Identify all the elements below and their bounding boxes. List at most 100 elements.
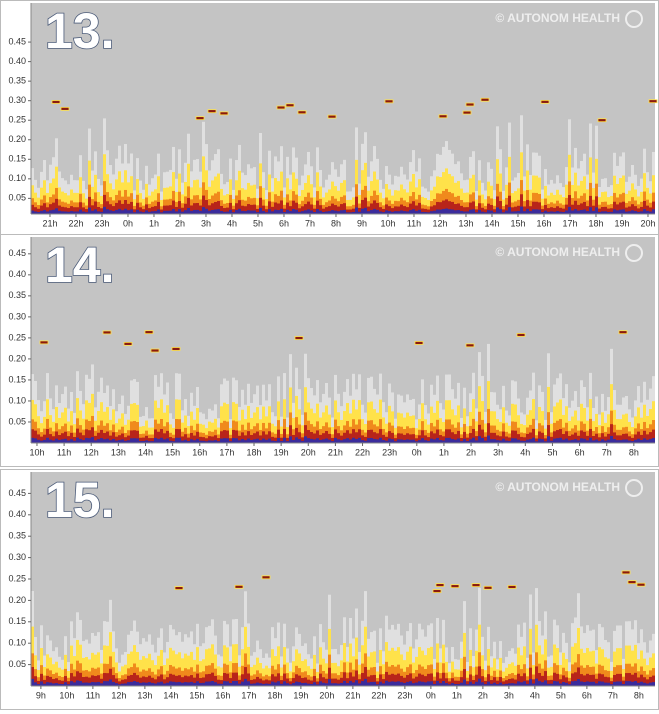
texture	[424, 440, 427, 443]
texture	[226, 438, 229, 443]
texture	[37, 439, 40, 443]
texture	[322, 433, 325, 443]
x-tick-label: 7h	[608, 690, 618, 700]
texture	[175, 437, 178, 443]
texture	[583, 675, 586, 686]
texture	[499, 682, 502, 686]
texture	[412, 678, 415, 686]
texture	[517, 205, 520, 214]
texture	[379, 437, 382, 443]
texture	[355, 670, 358, 686]
texture	[454, 434, 457, 443]
texture	[235, 209, 238, 214]
texture	[652, 429, 655, 443]
texture	[601, 439, 604, 443]
texture	[97, 432, 100, 443]
texture	[517, 673, 520, 686]
texture	[169, 681, 172, 686]
texture	[376, 433, 379, 443]
texture	[199, 210, 202, 214]
texture	[163, 679, 166, 686]
texture	[487, 210, 490, 214]
texture	[292, 434, 295, 443]
texture	[103, 206, 106, 214]
texture	[532, 437, 535, 443]
texture	[502, 438, 505, 443]
x-tick-label: 3h	[504, 690, 514, 700]
texture	[121, 683, 124, 686]
texture	[184, 210, 187, 214]
texture	[343, 209, 346, 214]
texture	[373, 438, 376, 443]
label-strip	[31, 686, 655, 706]
texture	[478, 666, 481, 686]
texture	[574, 672, 577, 686]
texture	[385, 210, 388, 214]
texture	[625, 211, 628, 214]
texture	[199, 683, 202, 686]
x-tick-label: 16h	[215, 690, 230, 700]
texture	[253, 210, 256, 214]
texture	[514, 679, 517, 686]
texture	[475, 436, 478, 443]
texture	[499, 677, 502, 686]
texture	[121, 203, 124, 214]
texture	[190, 432, 193, 443]
texture	[493, 212, 496, 214]
texture	[322, 208, 325, 214]
y-tick-label: 0.10	[8, 638, 26, 648]
texture	[613, 674, 616, 686]
texture	[70, 439, 73, 443]
texture	[265, 209, 268, 214]
texture	[622, 209, 625, 214]
texture	[157, 676, 160, 686]
texture	[385, 436, 388, 443]
texture	[508, 678, 511, 686]
texture	[574, 432, 577, 443]
texture	[181, 211, 184, 214]
texture	[88, 196, 91, 214]
texture	[211, 680, 214, 686]
texture	[208, 440, 211, 443]
texture	[310, 210, 313, 214]
texture	[472, 680, 475, 686]
texture	[175, 675, 178, 686]
texture	[538, 202, 541, 214]
texture	[319, 439, 322, 443]
texture	[31, 210, 34, 214]
texture	[187, 676, 190, 686]
texture	[529, 439, 532, 443]
texture	[124, 200, 127, 214]
texture	[190, 205, 193, 214]
x-tick-label: 1h	[452, 690, 462, 700]
texture	[271, 674, 274, 686]
texture	[268, 438, 271, 443]
texture	[109, 440, 112, 443]
texture	[415, 676, 418, 686]
texture	[394, 441, 397, 443]
texture	[541, 432, 544, 443]
texture	[154, 683, 157, 686]
texture	[592, 674, 595, 686]
texture	[325, 211, 328, 214]
texture	[109, 679, 112, 686]
texture	[283, 212, 286, 214]
texture	[169, 210, 172, 214]
texture	[262, 680, 265, 686]
x-tick-label: 13h	[111, 447, 126, 457]
texture	[382, 679, 385, 686]
texture	[562, 434, 565, 443]
texture	[601, 211, 604, 214]
texture	[85, 437, 88, 443]
texture	[58, 205, 61, 214]
texture	[337, 211, 340, 214]
texture	[316, 438, 319, 443]
texture	[478, 209, 481, 214]
texture	[613, 209, 616, 214]
texture	[316, 430, 319, 443]
texture	[289, 436, 292, 443]
texture	[652, 201, 655, 214]
texture	[370, 210, 373, 214]
texture	[322, 439, 325, 443]
texture	[625, 433, 628, 443]
